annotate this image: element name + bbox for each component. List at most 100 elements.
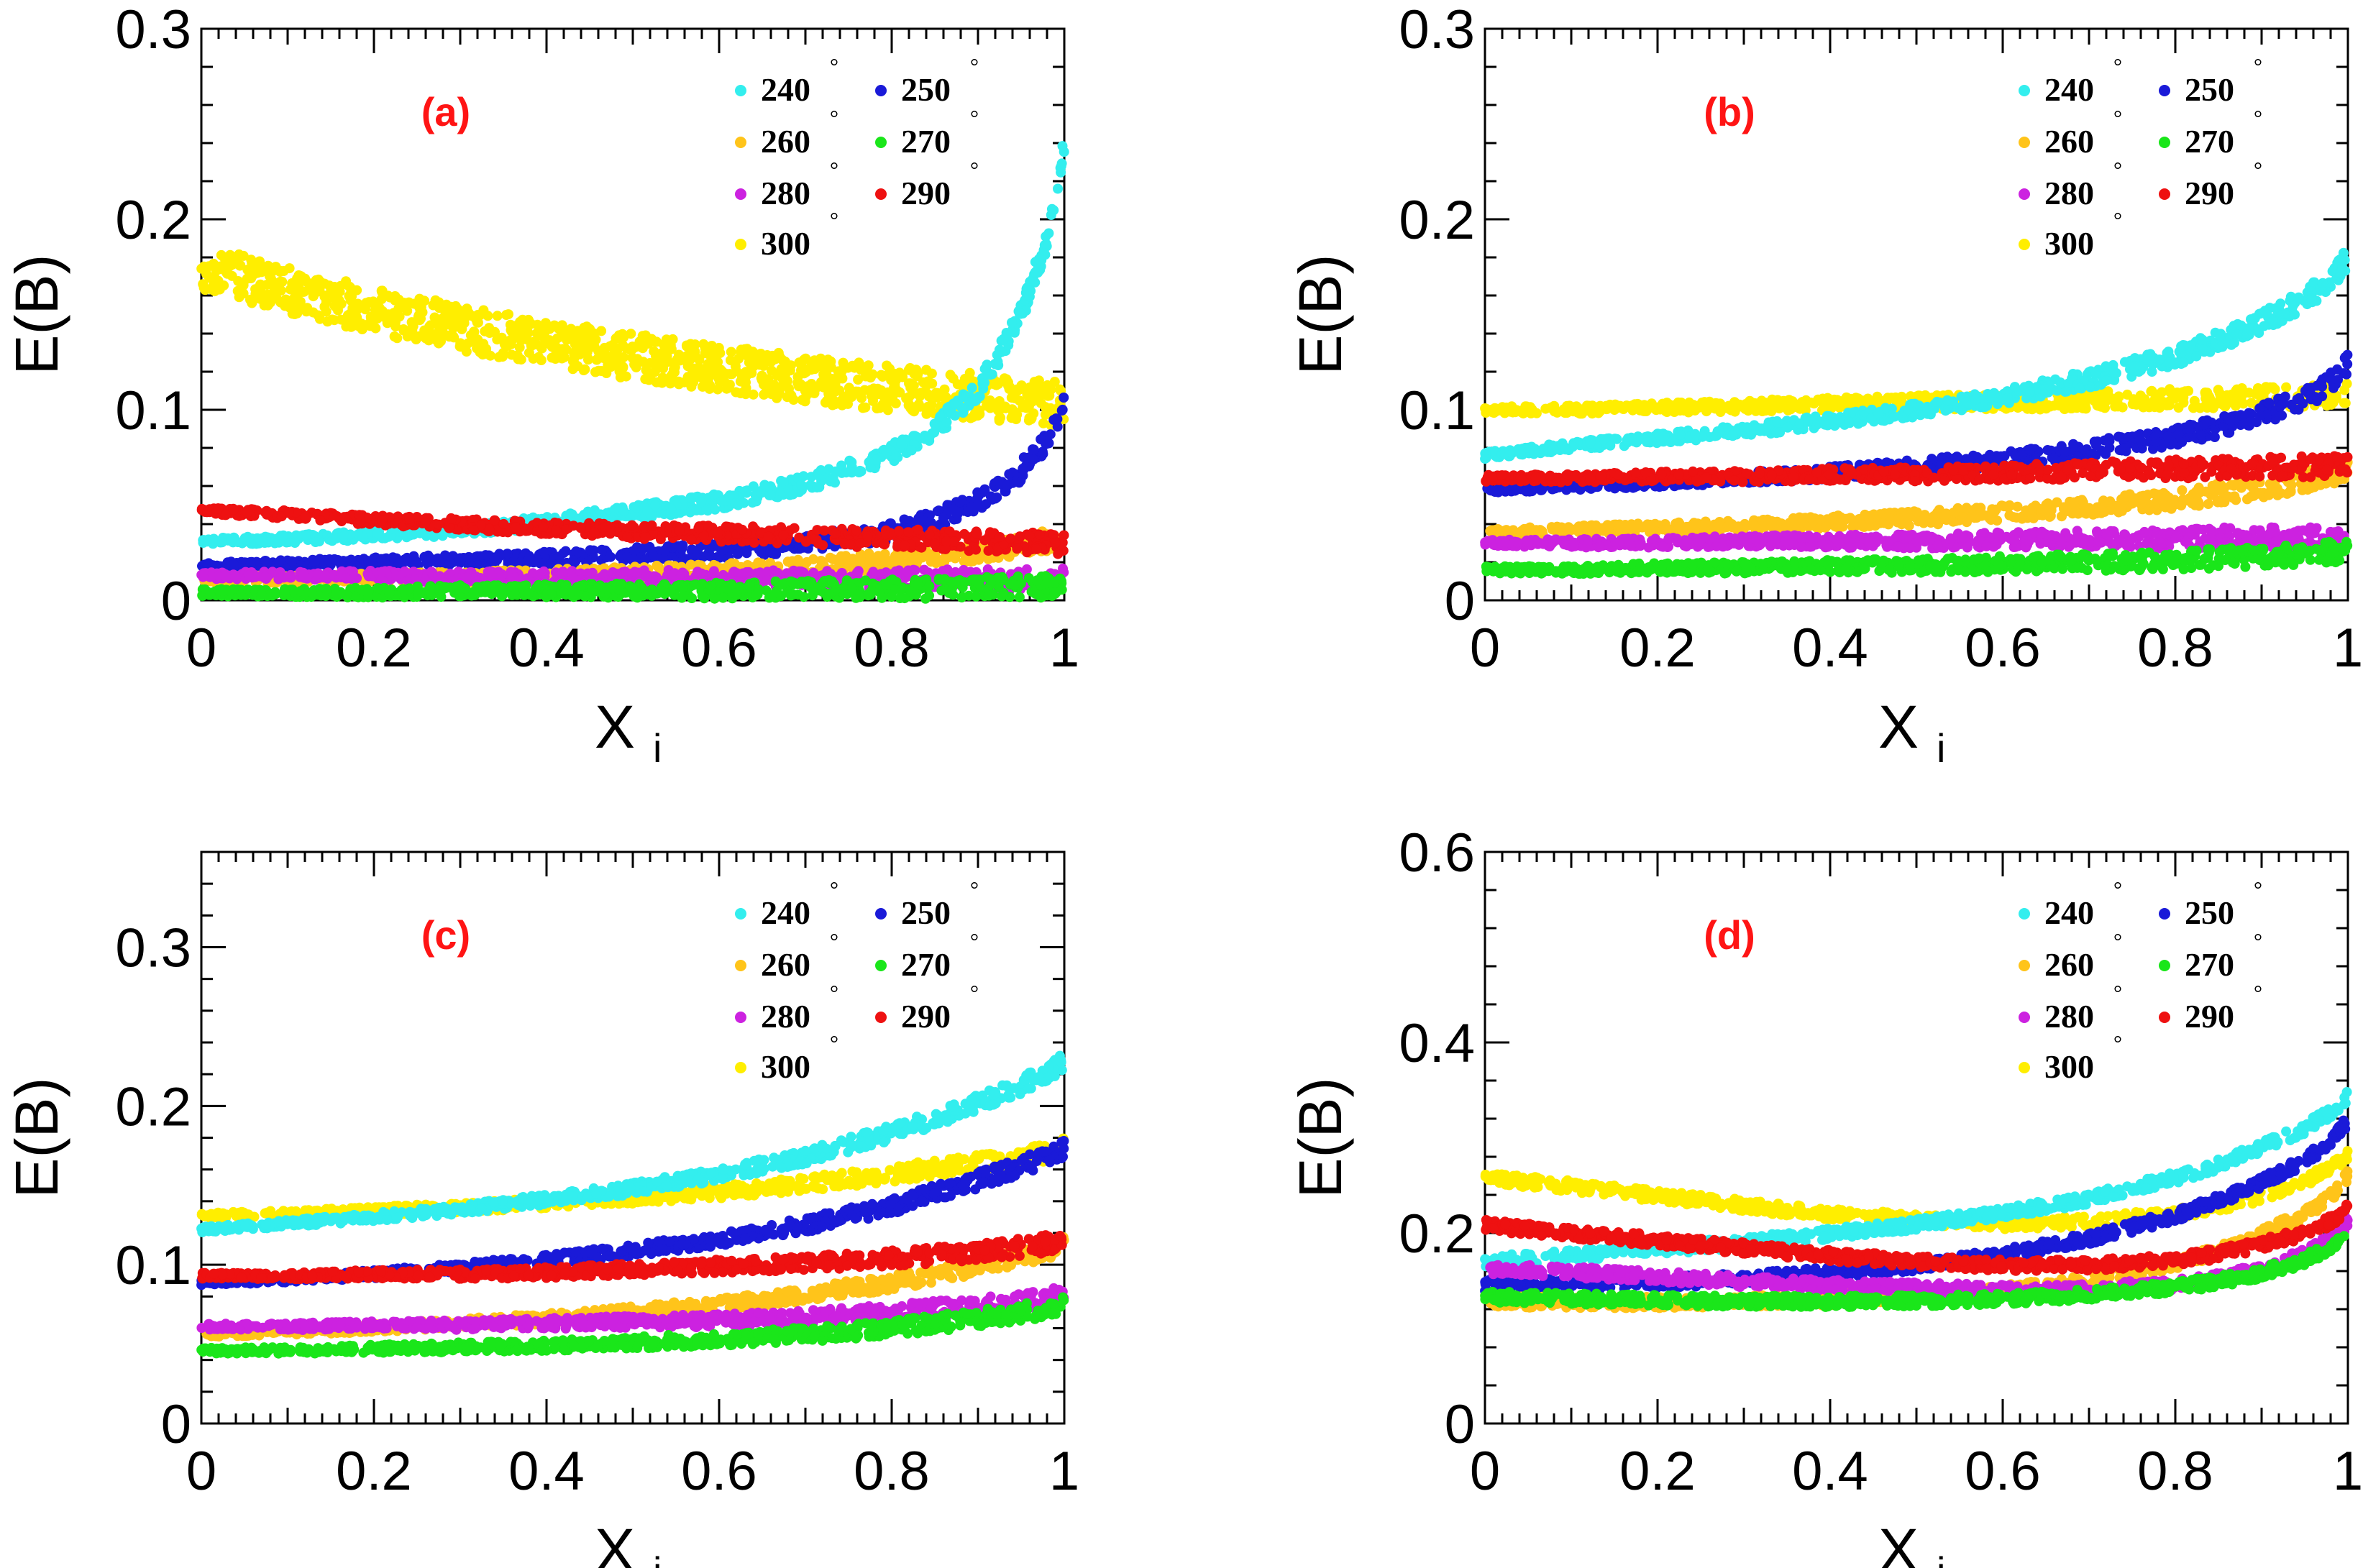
data-point <box>881 448 892 459</box>
data-point <box>747 347 758 357</box>
data-point <box>657 586 667 597</box>
data-point <box>226 534 237 545</box>
data-point <box>1056 161 1066 171</box>
data-point <box>319 556 329 566</box>
data-point <box>308 307 319 318</box>
data-point <box>705 580 716 591</box>
data-point <box>792 372 803 382</box>
data-point <box>444 558 455 569</box>
data-point <box>958 408 969 418</box>
data-point <box>1030 267 1041 278</box>
data-point <box>1038 384 1048 395</box>
x-tick-label: 1 <box>1049 618 1079 679</box>
data-point <box>552 342 562 353</box>
data-point <box>785 365 795 376</box>
data-point <box>568 555 579 566</box>
data-point <box>1059 393 1069 403</box>
data-point <box>809 388 820 398</box>
data-point <box>237 279 247 290</box>
data-point <box>680 352 690 362</box>
data-point <box>739 367 750 378</box>
data-point <box>478 339 489 349</box>
data-point <box>540 321 551 332</box>
data-point <box>332 287 343 298</box>
data-point <box>667 334 678 344</box>
data-point <box>641 365 652 375</box>
data-point <box>1057 404 1068 415</box>
data-point <box>1057 141 1068 152</box>
data-point <box>287 556 297 567</box>
data-point <box>596 326 607 336</box>
data-point <box>484 323 495 334</box>
data-point <box>758 360 769 371</box>
data-point <box>1048 415 1059 425</box>
data-point <box>811 584 822 595</box>
data-point <box>773 347 784 358</box>
data-point <box>298 567 308 578</box>
data-point <box>801 579 812 590</box>
data-point <box>522 556 533 567</box>
data-point <box>924 581 935 592</box>
data-point <box>372 528 383 538</box>
data-point <box>798 471 809 482</box>
data-point <box>498 347 508 358</box>
data-point <box>635 341 646 352</box>
data-point <box>462 572 472 583</box>
data-point <box>663 357 674 367</box>
data-point <box>1009 579 1020 590</box>
data-point <box>826 373 836 384</box>
data-point <box>733 549 743 559</box>
data-point <box>278 530 288 541</box>
data-point <box>640 374 651 385</box>
data-point <box>812 482 823 492</box>
y-tick-label: 0 <box>161 571 191 632</box>
data-point <box>966 556 977 567</box>
data-point <box>585 545 595 556</box>
data-point <box>772 388 782 399</box>
data-point <box>726 347 736 357</box>
data-point <box>571 546 582 556</box>
data-point <box>216 249 227 260</box>
data-point <box>449 332 460 343</box>
data-point <box>198 572 209 582</box>
data-point <box>919 564 930 575</box>
data-point <box>350 320 361 331</box>
data-point <box>489 552 500 563</box>
data-point <box>716 370 727 380</box>
data-point <box>244 570 255 581</box>
data-point <box>977 378 988 389</box>
data-point <box>362 584 372 595</box>
data-point <box>726 579 737 590</box>
data-point <box>945 370 956 380</box>
data-point <box>408 298 419 309</box>
y-tick-label: 0.3 <box>115 0 191 60</box>
data-point <box>995 479 1006 490</box>
data-point <box>614 366 625 377</box>
data-point <box>789 577 800 588</box>
data-point <box>912 579 923 590</box>
data-point <box>255 279 266 290</box>
data-point <box>899 514 910 525</box>
data-point <box>991 402 1002 412</box>
data-point <box>459 318 470 329</box>
data-point <box>462 338 473 349</box>
data-point <box>310 537 321 547</box>
data-point <box>872 403 882 413</box>
data-point <box>838 392 849 403</box>
data-point <box>822 382 833 393</box>
data-point <box>847 360 858 371</box>
data-point <box>715 348 726 359</box>
data-point <box>313 568 324 579</box>
data-point <box>486 570 497 581</box>
data-point <box>718 592 728 603</box>
data-point <box>567 332 577 343</box>
data-point <box>981 499 992 510</box>
data-point <box>419 295 430 306</box>
data-point <box>567 585 578 596</box>
data-point <box>499 339 510 349</box>
data-point <box>255 256 265 267</box>
data-point <box>787 489 798 500</box>
series-240 <box>198 141 1069 549</box>
data-point <box>644 542 655 553</box>
data-point <box>321 306 332 317</box>
